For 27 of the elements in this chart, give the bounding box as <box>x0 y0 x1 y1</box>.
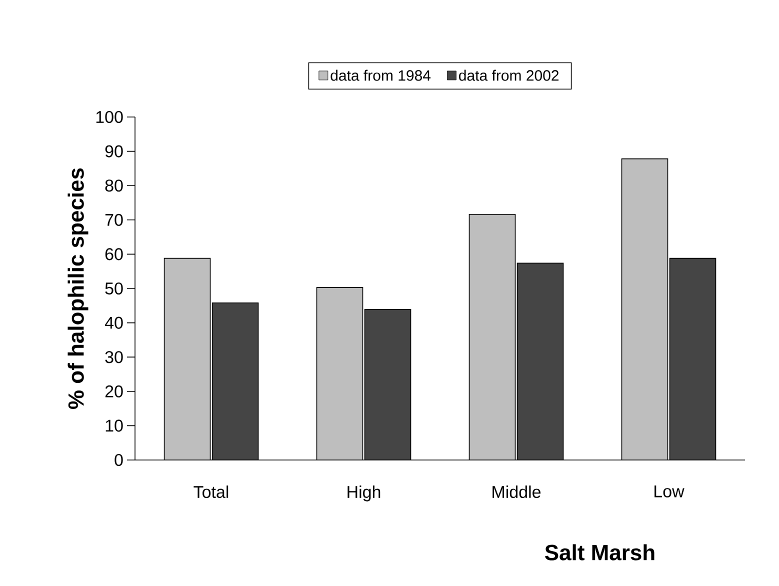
bar <box>621 158 668 460</box>
x-tick-label: Low <box>654 486 684 498</box>
legend-label: data from 1984 <box>330 70 431 81</box>
y-tick-label: 90 <box>105 145 123 158</box>
y-tick-label: 0 <box>114 454 123 466</box>
x-tick-label: High <box>348 486 380 502</box>
x-tick-label: Total <box>194 486 228 498</box>
y-tick-label: 60 <box>105 248 123 260</box>
bar <box>469 214 516 460</box>
x-tick-label: Middle <box>492 486 541 498</box>
y-tick-label: 80 <box>105 180 123 192</box>
y-tick-label: 100 <box>96 110 123 124</box>
bar <box>364 309 411 460</box>
legend-label: data from 2002 <box>459 70 559 81</box>
bar <box>316 287 363 460</box>
y-tick-label: 70 <box>105 214 123 226</box>
y-tick-label: 20 <box>105 385 123 398</box>
y-tick-label: 10 <box>106 420 123 432</box>
y-axis-title: % of halophilic species <box>68 168 88 409</box>
bar <box>669 258 716 460</box>
y-tick-label: 30 <box>105 351 123 364</box>
x-axis-title: Salt Marsh <box>545 544 654 560</box>
y-tick-label: 50 <box>105 282 123 295</box>
bar <box>212 302 258 460</box>
bar <box>517 263 564 460</box>
bar <box>164 258 210 460</box>
y-tick-label: 40 <box>104 316 123 329</box>
